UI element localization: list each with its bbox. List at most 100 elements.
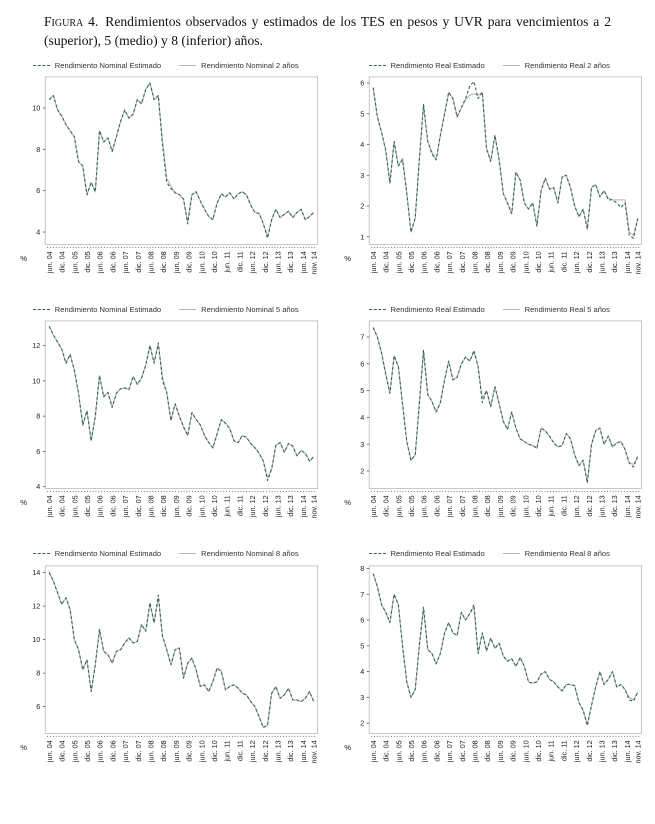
solid-line-swatch-icon bbox=[502, 308, 520, 310]
x-tick-label: jun. 06 bbox=[96, 251, 105, 274]
x-tick-label: jun. 08 bbox=[470, 496, 479, 519]
chart-real-8y: Rendimiento Real Estimado Rendimiento Rea… bbox=[332, 547, 648, 785]
x-tick-label: jun. 11 bbox=[223, 496, 232, 518]
x-tick-label: jun. 07 bbox=[121, 251, 130, 274]
y-tick-label: 2 bbox=[360, 719, 364, 728]
x-tick-label: dic. 13 bbox=[286, 740, 295, 761]
legend-label: Rendimiento Nominal 8 años bbox=[201, 549, 299, 559]
x-tick-label: dic. 12 bbox=[261, 740, 270, 761]
legend-item-estimated: Rendimiento Nominal Estimado bbox=[32, 60, 162, 70]
y-tick-label: 12 bbox=[32, 602, 40, 611]
x-tick-label: nov. 14 bbox=[309, 496, 318, 519]
x-tick-label: jun. 05 bbox=[70, 740, 79, 763]
x-tick-label: jun. 09 bbox=[495, 740, 504, 763]
x-tick-label: jun. 13 bbox=[597, 496, 606, 519]
x-tick-label: jun. 11 bbox=[223, 740, 232, 762]
x-tick-label: dic. 04 bbox=[58, 740, 67, 761]
y-tick-label: 4 bbox=[360, 667, 364, 676]
x-tick-label: dic. 11 bbox=[559, 496, 568, 517]
x-tick-label: jun. 08 bbox=[470, 251, 479, 274]
x-tick-label: nov. 14 bbox=[633, 496, 642, 519]
x-tick-label: jun. 04 bbox=[45, 251, 54, 274]
x-tick-label: jun. 10 bbox=[521, 496, 530, 519]
x-tick-label: jun. 09 bbox=[172, 496, 181, 519]
x-tick-label: jun. 04 bbox=[45, 740, 54, 763]
y-tick-label: 10 bbox=[32, 377, 40, 386]
y-tick-label: 8 bbox=[360, 564, 364, 573]
x-tick-label: dic. 13 bbox=[610, 740, 619, 761]
x-tick-label: dic. 06 bbox=[108, 251, 117, 272]
legend-label: Rendimiento Real 8 años bbox=[524, 549, 610, 559]
dashed-line-swatch-icon bbox=[368, 308, 386, 310]
y-tick-label: 5 bbox=[360, 387, 364, 396]
x-tick-label: dic. 13 bbox=[286, 496, 295, 517]
legend-label: Rendimiento Real Estimado bbox=[390, 304, 485, 314]
legend-item-observed: Rendimiento Real 5 años bbox=[502, 305, 610, 314]
series-estimated-line bbox=[372, 573, 638, 727]
x-tick-label: dic. 08 bbox=[483, 496, 492, 517]
series-estimated-line bbox=[372, 327, 638, 485]
y-tick-label: 2 bbox=[360, 467, 364, 476]
dashed-line-swatch-icon bbox=[368, 64, 386, 66]
x-tick-label: dic. 13 bbox=[610, 496, 619, 517]
x-tick-label: jun. 14 bbox=[622, 251, 631, 274]
legend-item-estimated: Rendimiento Real Estimado bbox=[368, 549, 485, 559]
y-tick-label: 14 bbox=[32, 568, 40, 577]
x-tick-label: dic. 07 bbox=[457, 251, 466, 272]
x-tick-label: jun. 10 bbox=[521, 251, 530, 274]
x-tick-label: jun. 07 bbox=[445, 496, 454, 519]
legend-item-observed: Rendimiento Real 8 años bbox=[502, 549, 610, 559]
x-tick-label: jun. 08 bbox=[470, 740, 479, 763]
legend-label: Rendimiento Real 2 años bbox=[524, 60, 610, 70]
x-tick-label: jun. 04 bbox=[368, 740, 377, 763]
x-tick-label: dic. 07 bbox=[134, 740, 143, 761]
x-tick-label: jun. 05 bbox=[394, 740, 403, 763]
legend-label: Rendimiento Nominal Estimado bbox=[54, 304, 162, 314]
x-tick-label: jun. 05 bbox=[70, 496, 79, 519]
legend-item-estimated: Rendimiento Real Estimado bbox=[368, 304, 485, 314]
y-tick-label: 6 bbox=[360, 79, 364, 88]
y-tick-label: 7 bbox=[360, 333, 364, 342]
series-observed-line bbox=[372, 87, 638, 236]
x-tick-label: dic. 07 bbox=[457, 740, 466, 761]
x-tick-label: dic. 09 bbox=[185, 496, 194, 517]
legend-real-2y: Rendimiento Real Estimado Rendimiento Rea… bbox=[332, 58, 648, 72]
y-tick-label: 10 bbox=[32, 635, 40, 644]
y-tick-label: 4 bbox=[36, 228, 40, 237]
legend-label: Rendimiento Nominal Estimado bbox=[54, 60, 162, 70]
x-tick-label: dic. 06 bbox=[108, 496, 117, 517]
x-tick-label: nov. 14 bbox=[633, 251, 642, 274]
percent-axis-label: % bbox=[20, 499, 27, 508]
y-tick-label: 7 bbox=[360, 590, 364, 599]
legend-item-estimated: Rendimiento Nominal Estimado bbox=[32, 304, 162, 314]
x-tick-label: jun. 14 bbox=[299, 740, 308, 763]
x-tick-label: jun. 06 bbox=[419, 496, 428, 519]
x-tick-label: dic. 10 bbox=[210, 251, 219, 272]
plot-real-2y: 1 2 3 4 5 6 jun. 04 dic. 04 jun. 05 dic. 05 jun. 0… bbox=[344, 76, 642, 275]
legend-real-5y: Rendimiento Real Estimado Rendimiento Rea… bbox=[332, 302, 648, 316]
plot-nominal-2y: 4 6 8 10 jun. 04 dic. 04 jun. 05 dic. 05 jun. 06… bbox=[20, 76, 318, 275]
y-tick-label: 10 bbox=[32, 103, 40, 112]
x-tick-label: dic. 11 bbox=[559, 740, 568, 761]
x-tick-label: dic. 09 bbox=[508, 740, 517, 761]
x-tick-label: jun. 07 bbox=[121, 496, 130, 519]
x-tick-label: dic. 06 bbox=[108, 740, 117, 761]
x-tick-label: jun. 08 bbox=[146, 740, 155, 763]
x-tick-label: dic. 07 bbox=[134, 496, 143, 517]
solid-line-swatch-icon bbox=[502, 64, 520, 66]
percent-axis-label: % bbox=[20, 743, 27, 752]
x-tick-label: dic. 08 bbox=[159, 740, 168, 761]
x-tick-label: jun. 04 bbox=[368, 251, 377, 274]
x-tick-label: jun. 12 bbox=[572, 740, 581, 763]
y-tick-label: 3 bbox=[360, 171, 364, 180]
plot-nominal-8y: 6 8 10 12 14 jun. 04 dic. 04 jun. 05 dic. 05 jun.… bbox=[20, 565, 318, 763]
dashed-line-swatch-icon bbox=[32, 308, 50, 310]
legend-label: Rendimiento Real Estimado bbox=[390, 60, 485, 70]
solid-line-swatch-icon bbox=[502, 553, 520, 555]
plot-real-5y: 2 3 4 5 6 7 jun. 04 dic. 04 jun. 05 dic. 05 jun. 0… bbox=[344, 320, 642, 519]
x-tick-label: dic. 12 bbox=[584, 251, 593, 272]
x-tick-label: dic. 12 bbox=[584, 740, 593, 761]
y-tick-label: 5 bbox=[360, 641, 364, 650]
dashed-line-swatch-icon bbox=[32, 64, 50, 66]
legend-label: Rendimiento Real Estimado bbox=[390, 549, 485, 559]
